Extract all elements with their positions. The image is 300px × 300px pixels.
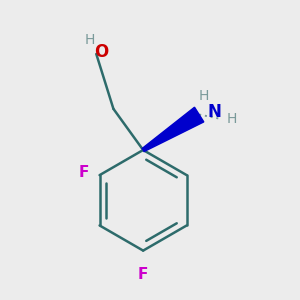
Text: H: H — [226, 112, 237, 126]
Text: F: F — [78, 165, 89, 180]
Text: N: N — [207, 103, 221, 121]
Text: H: H — [84, 33, 94, 47]
Text: O: O — [94, 43, 108, 61]
Polygon shape — [142, 107, 204, 152]
Text: F: F — [138, 267, 148, 282]
Text: H: H — [199, 89, 209, 103]
